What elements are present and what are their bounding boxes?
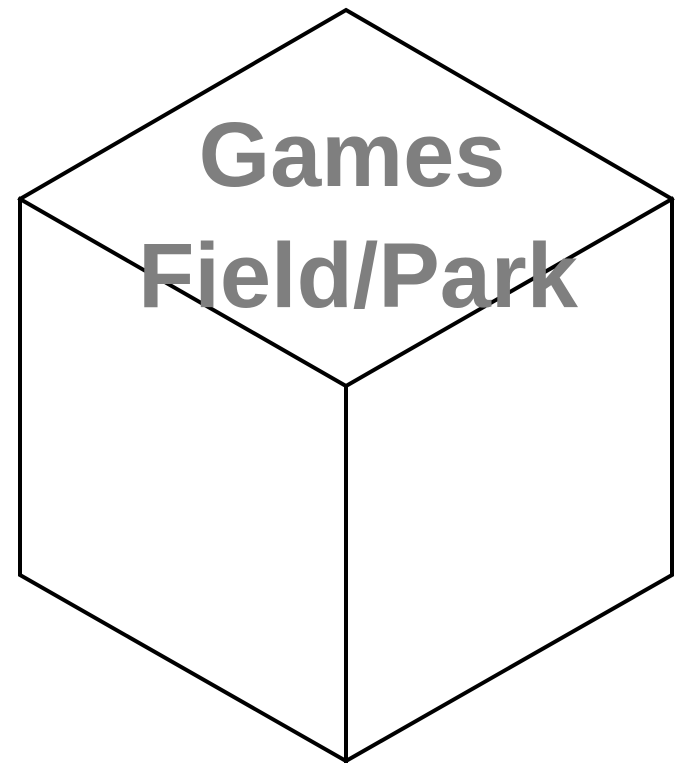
cube-label-line-1: Games [199, 104, 506, 206]
cube-edge-top-left [17, 196, 349, 389]
cube-edge-top-right [343, 196, 675, 389]
cube-label-line-2: Field/Park [138, 225, 579, 327]
